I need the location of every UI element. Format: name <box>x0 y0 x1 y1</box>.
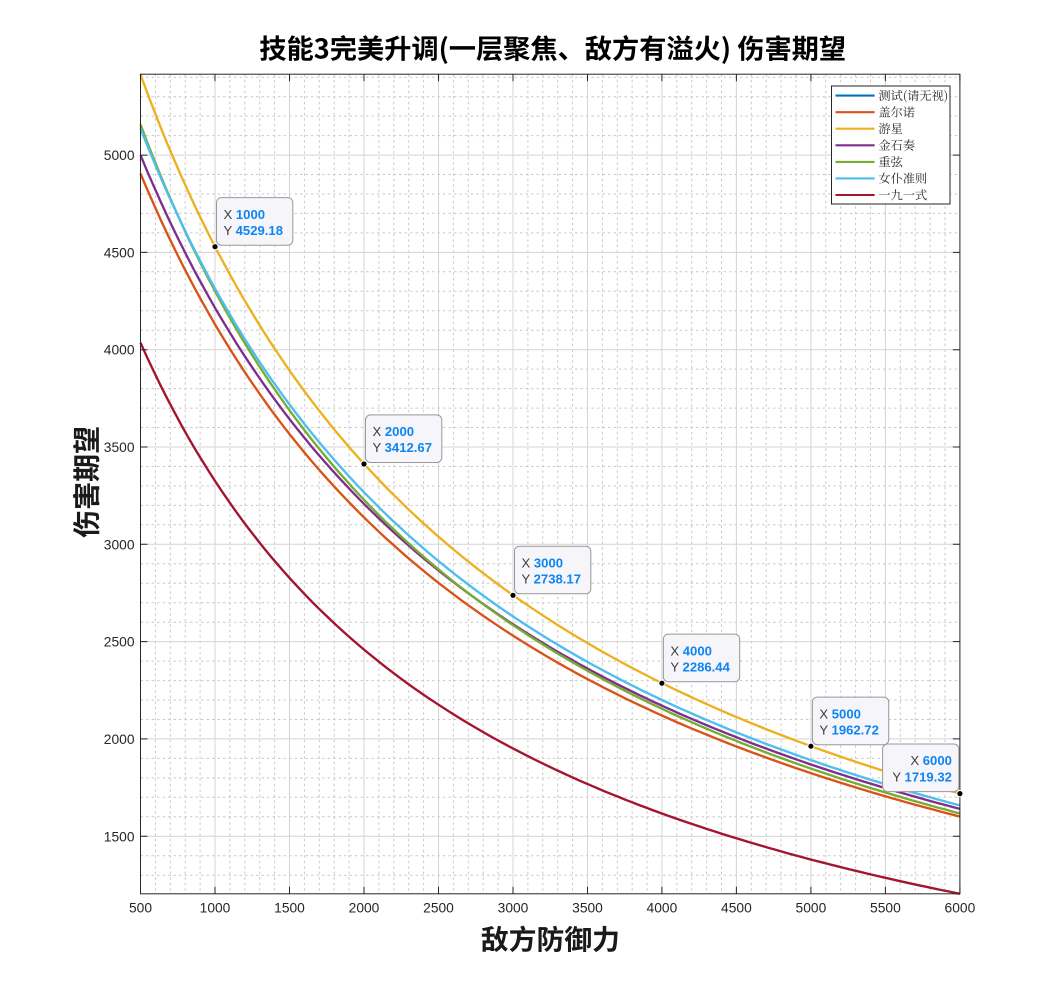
svg-text:5000: 5000 <box>796 901 827 916</box>
svg-text:1500: 1500 <box>104 829 135 844</box>
svg-text:Y 2738.17: Y 2738.17 <box>522 572 581 587</box>
svg-text:2500: 2500 <box>104 635 135 650</box>
svg-text:Y 3412.67: Y 3412.67 <box>373 440 432 455</box>
svg-text:5500: 5500 <box>870 901 901 916</box>
svg-text:1500: 1500 <box>274 901 305 916</box>
svg-text:5000: 5000 <box>104 148 135 163</box>
svg-text:X 5000: X 5000 <box>819 706 861 721</box>
svg-text:6000: 6000 <box>945 901 976 916</box>
svg-text:4000: 4000 <box>104 343 135 358</box>
svg-text:2000: 2000 <box>349 901 380 916</box>
svg-text:X 2000: X 2000 <box>373 424 415 439</box>
svg-text:500: 500 <box>129 901 152 916</box>
svg-text:2000: 2000 <box>104 732 135 747</box>
svg-text:1000: 1000 <box>200 901 231 916</box>
svg-text:4500: 4500 <box>721 901 752 916</box>
svg-text:Y 4529.18: Y 4529.18 <box>224 223 283 238</box>
svg-text:4500: 4500 <box>104 245 135 260</box>
svg-text:Y 1962.72: Y 1962.72 <box>819 722 878 737</box>
svg-text:3000: 3000 <box>498 901 529 916</box>
svg-text:X 3000: X 3000 <box>522 555 564 570</box>
svg-text:X 6000: X 6000 <box>910 753 952 768</box>
svg-text:X 4000: X 4000 <box>670 643 712 658</box>
svg-text:Y 1719.32: Y 1719.32 <box>892 769 951 784</box>
svg-text:X 1000: X 1000 <box>224 207 266 222</box>
svg-text:4000: 4000 <box>647 901 678 916</box>
svg-text:Y 2286.44: Y 2286.44 <box>670 659 730 674</box>
svg-text:2500: 2500 <box>423 901 454 916</box>
svg-text:3000: 3000 <box>104 537 135 552</box>
svg-text:3500: 3500 <box>572 901 603 916</box>
svg-text:3500: 3500 <box>104 440 135 455</box>
